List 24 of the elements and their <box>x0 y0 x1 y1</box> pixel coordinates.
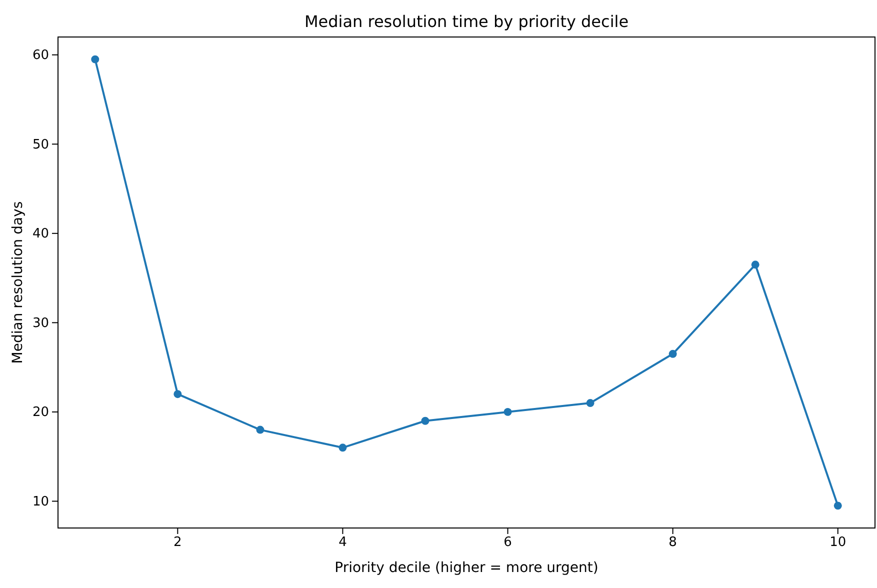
y-tick-label: 50 <box>32 137 49 152</box>
point <box>751 260 760 269</box>
point <box>256 426 264 434</box>
y-tick-label: 20 <box>32 405 49 420</box>
x-axis-title: Priority decile (higher = more urgent) <box>334 560 598 576</box>
x-tick-label: 2 <box>174 535 182 550</box>
y-tick-label: 60 <box>32 48 49 64</box>
x-tick-label: 10 <box>830 535 846 550</box>
point <box>504 408 512 416</box>
point <box>174 390 182 398</box>
point <box>668 350 677 358</box>
point <box>586 399 594 407</box>
point <box>421 416 430 425</box>
chart-title: Median resolution time by priority decile <box>304 12 629 31</box>
point <box>834 502 842 510</box>
x-tick-label: 8 <box>668 535 677 550</box>
point <box>338 444 347 452</box>
point <box>91 55 100 64</box>
y-axis-title: Median resolution days <box>10 201 26 364</box>
x-tick-label: 4 <box>338 535 347 550</box>
x-tick-label: 6 <box>504 535 512 550</box>
y-tick-label: 10 <box>32 494 49 510</box>
y-tick-label: 40 <box>32 226 49 242</box>
y-tick-label: 30 <box>32 316 49 331</box>
